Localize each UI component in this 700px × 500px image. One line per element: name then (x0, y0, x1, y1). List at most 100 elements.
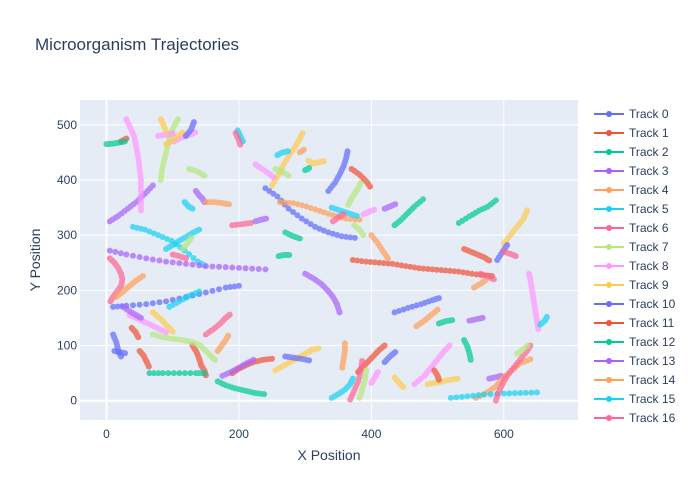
x-tick-label: 200 (229, 427, 249, 441)
legend-item[interactable]: Track 10 (594, 297, 676, 311)
legend[interactable]: Track 0 Track 1 Track 2 Track 3 Track 4 Track… (594, 107, 676, 425)
data-point (231, 283, 238, 290)
data-point (438, 267, 445, 274)
data-point (156, 257, 163, 264)
series-50 (282, 353, 313, 364)
legend-item[interactable]: Track 14 (594, 373, 676, 387)
data-point (216, 286, 223, 293)
data-point (262, 266, 269, 273)
data-point (196, 226, 203, 233)
legend-item[interactable]: Track 4 (594, 183, 669, 197)
data-point (163, 329, 170, 336)
legend-item[interactable]: Track 0 (594, 107, 669, 121)
legend-item[interactable]: Track 13 (594, 354, 676, 368)
data-point (242, 265, 249, 272)
legend-marker (606, 377, 612, 383)
legend-item[interactable]: Track 15 (594, 392, 676, 406)
series-0 (262, 185, 358, 241)
data-point (500, 390, 507, 397)
data-point (340, 211, 347, 218)
legend-item[interactable]: Track 6 (594, 221, 669, 235)
legend-marker (606, 206, 612, 212)
series-46 (347, 357, 366, 403)
legend-marker (606, 111, 612, 117)
data-point (451, 268, 458, 275)
data-point (522, 389, 529, 396)
data-point (209, 287, 216, 294)
legend-item[interactable]: Track 3 (594, 164, 669, 178)
series-92 (435, 317, 456, 327)
legend-label: Track 4 (629, 183, 669, 197)
data-point (176, 260, 183, 267)
data-point (112, 248, 119, 255)
data-point (201, 370, 208, 377)
y-tick-label: 400 (57, 173, 77, 187)
legend-item[interactable]: Track 11 (594, 316, 675, 330)
series-20 (391, 295, 442, 316)
data-point (222, 264, 229, 271)
legend-marker (606, 168, 612, 174)
data-point (347, 215, 354, 222)
legend-item[interactable]: Track 8 (594, 259, 669, 273)
data-point (486, 257, 493, 264)
data-point (285, 172, 292, 179)
data-point (149, 256, 156, 263)
series-1 (349, 257, 495, 279)
data-point (306, 357, 313, 364)
series-12 (302, 164, 313, 174)
legend-item[interactable]: Track 12 (594, 335, 676, 349)
legend-item[interactable]: Track 7 (594, 240, 669, 254)
legend-marker (606, 301, 612, 307)
legend-item[interactable]: Track 2 (594, 145, 669, 159)
data-point (190, 254, 197, 261)
series-95 (537, 313, 550, 328)
data-point (416, 265, 423, 272)
data-point (360, 232, 367, 239)
data-point (122, 350, 129, 357)
series-55 (166, 288, 203, 310)
data-point (190, 119, 197, 126)
data-point (469, 392, 476, 399)
legend-item[interactable]: Track 16 (594, 411, 676, 425)
series-87 (351, 222, 367, 239)
data-point (469, 270, 476, 277)
legend-label: Track 8 (629, 259, 669, 273)
data-point (353, 212, 360, 219)
data-point (343, 215, 350, 222)
series-56 (202, 311, 233, 338)
data-point (527, 356, 534, 363)
data-point (458, 393, 465, 400)
series-44 (339, 340, 348, 371)
legend-item[interactable]: Track 5 (594, 202, 669, 216)
series-54 (214, 332, 232, 355)
data-point (347, 234, 354, 241)
series-83 (252, 215, 270, 225)
tick-labels: 0 200 400 600 0 100 200 300 400 500 (57, 118, 514, 441)
data-point (274, 193, 281, 200)
data-point (435, 376, 442, 383)
series-72 (103, 138, 129, 148)
series-75 (181, 199, 196, 212)
data-point (307, 221, 314, 228)
series-40 (325, 148, 351, 195)
data-point (189, 205, 196, 212)
data-point (376, 259, 383, 266)
y-axis-title: Y Position (27, 229, 43, 292)
data-point (460, 269, 467, 276)
legend-label: Track 11 (629, 316, 675, 330)
data-point (261, 391, 268, 398)
legend-item[interactable]: Track 1 (594, 126, 669, 140)
data-point (475, 392, 482, 399)
data-point (189, 261, 196, 268)
legend-item[interactable]: Track 9 (594, 278, 669, 292)
data-point (393, 261, 400, 268)
plot-area (103, 116, 550, 404)
data-point (367, 259, 374, 266)
data-point (435, 295, 442, 302)
data-point (446, 267, 453, 274)
data-point (285, 199, 292, 206)
data-point (170, 370, 177, 377)
data-point (276, 199, 283, 206)
legend-label: Track 3 (629, 164, 669, 178)
